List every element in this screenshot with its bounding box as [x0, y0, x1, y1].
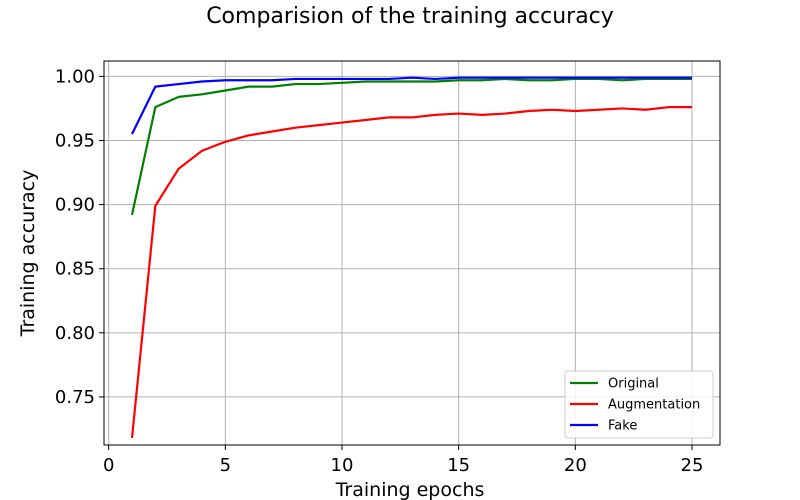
x-tick-label: 0 — [103, 455, 114, 476]
series-line-original — [130, 77, 692, 216]
y-tick-label: 1.00 — [55, 66, 95, 87]
x-ticks: 0 5 10 15 20 25 — [103, 445, 704, 476]
x-axis-label: Training epochs — [335, 479, 485, 500]
y-axis-label: Training accuracy — [17, 170, 39, 338]
y-ticks: 0.75 0.80 0.85 0.90 0.95 1.00 — [55, 66, 104, 408]
y-tick-label: 0.95 — [55, 130, 95, 151]
legend-label-augmentation: Augmentation — [608, 398, 700, 413]
y-tick-label: 0.80 — [55, 323, 95, 344]
x-tick-label: 5 — [220, 455, 231, 476]
legend-label-original: Original — [608, 377, 659, 392]
series-line-augmentation — [130, 106, 692, 439]
x-tick-label: 15 — [447, 455, 470, 476]
grid — [104, 61, 720, 445]
plot-frame — [103, 60, 721, 446]
series-line-fake — [131, 76, 692, 135]
chart-title: Comparision of the training accuracy — [206, 4, 614, 29]
series-lines — [130, 76, 692, 439]
legend: Original Augmentation Fake — [564, 370, 714, 439]
x-tick-label: 10 — [331, 455, 354, 476]
y-tick-label: 0.75 — [55, 387, 95, 408]
y-tick-label: 0.85 — [55, 259, 95, 280]
legend-label-fake: Fake — [608, 419, 637, 434]
x-tick-label: 25 — [681, 455, 704, 476]
y-tick-label: 0.90 — [55, 195, 95, 216]
x-tick-label: 20 — [564, 455, 587, 476]
legend-box — [564, 370, 714, 439]
